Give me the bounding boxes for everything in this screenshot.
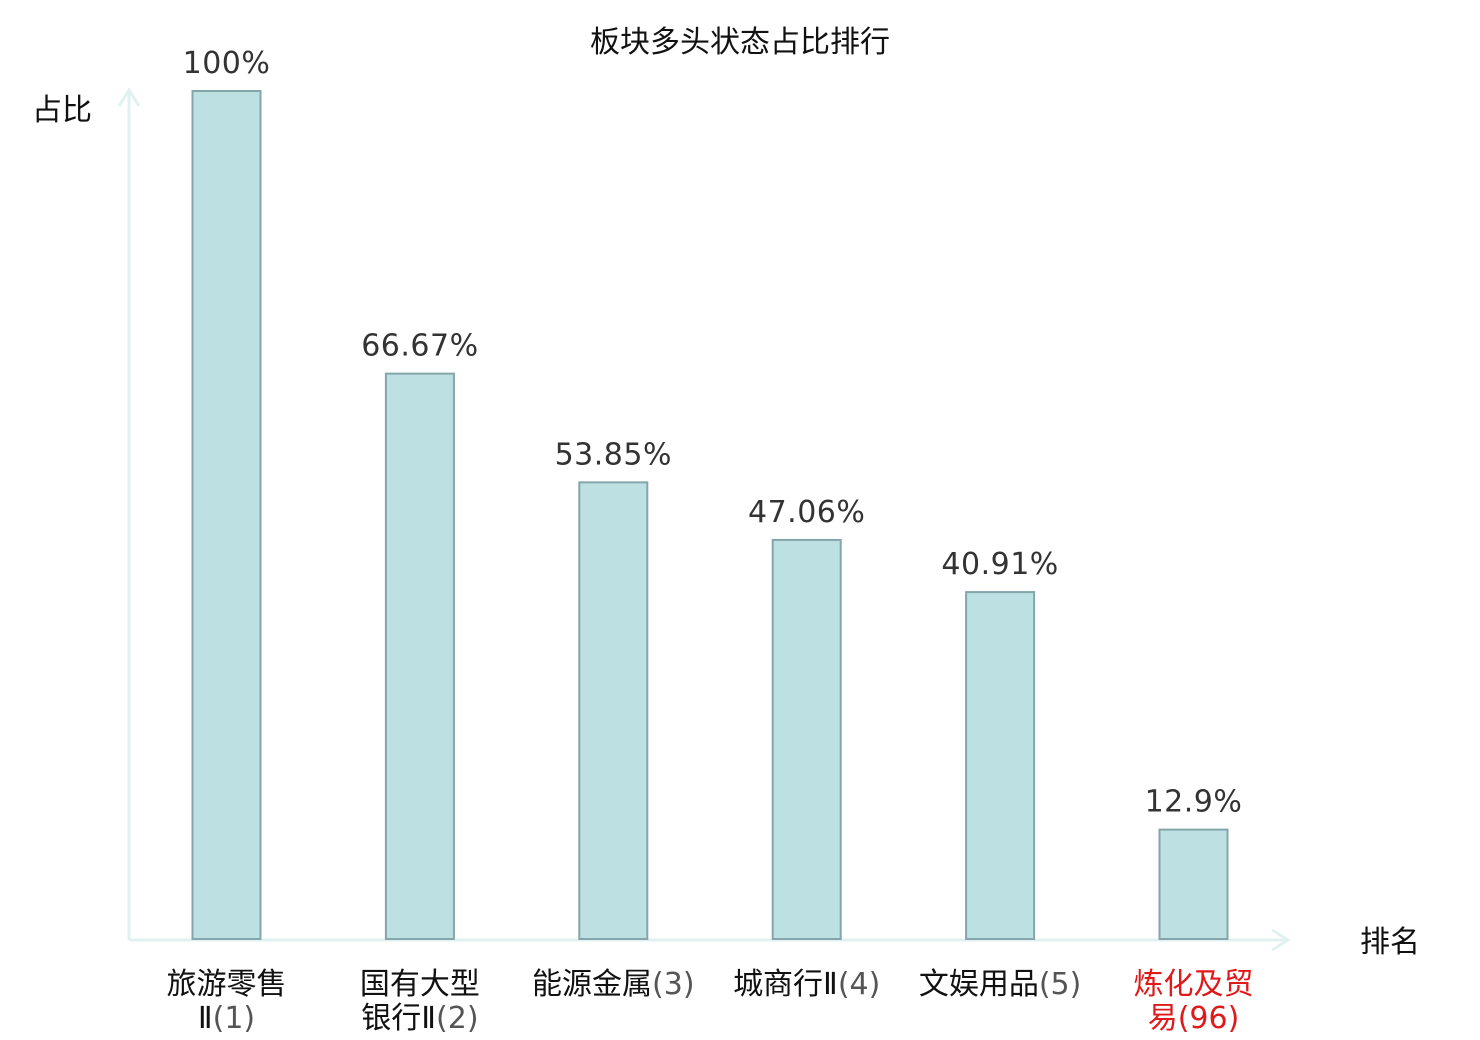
y-axis-label: 占比 (32, 93, 92, 128)
bar-2 (384, 372, 455, 940)
value-label-5: 40.91% (941, 547, 1058, 582)
category-label-1-line-2: Ⅱ(1) (198, 1001, 255, 1036)
value-label-4: 47.06% (748, 495, 865, 530)
bars-group (191, 90, 1229, 940)
chart-title: 板块多头状态占比排行 (590, 25, 890, 60)
category-rank-1: (1) (213, 1001, 256, 1036)
value-label-2: 66.67% (361, 329, 478, 364)
category-label-1-line-1: 旅游零售 (167, 967, 287, 1002)
category-rank-3: (3) (652, 967, 695, 1002)
category-label-6-line-1: 炼化及贸 (1134, 967, 1254, 1002)
category-label-2-line-1: 国有大型 (360, 967, 480, 1002)
value-labels-group: 100% 66.67% 53.85% 47.06% 40.91% 12.9% (183, 46, 1243, 820)
category-rank-6: (96) (1178, 1001, 1240, 1036)
category-rank-4: (4) (838, 967, 881, 1002)
value-label-1: 100% (183, 46, 271, 81)
category-label-5: 文娱用品(5) (919, 967, 1082, 1002)
bar-4 (771, 538, 842, 940)
category-rank-2: (2) (436, 1001, 479, 1036)
bar-1 (191, 90, 262, 940)
y-axis (117, 87, 141, 940)
bar-6 (1158, 828, 1229, 940)
value-label-6: 12.9% (1145, 785, 1243, 820)
category-label-2-line-2: 银行Ⅱ(2) (361, 1001, 478, 1036)
category-rank-5: (5) (1039, 967, 1082, 1002)
y-axis-arrow-icon (117, 87, 141, 107)
category-label-4: 城商行Ⅱ(4) (733, 967, 880, 1002)
value-label-3: 53.85% (555, 437, 672, 472)
category-label-3: 能源金属(3) (532, 967, 695, 1002)
bar-3 (578, 481, 649, 940)
category-label-6-line-2: 易(96) (1148, 1001, 1240, 1036)
bar-5 (965, 591, 1036, 940)
x-axis-label: 排名 (1360, 925, 1420, 960)
x-axis-arrow-icon (1271, 928, 1291, 952)
x-axis (129, 928, 1291, 952)
